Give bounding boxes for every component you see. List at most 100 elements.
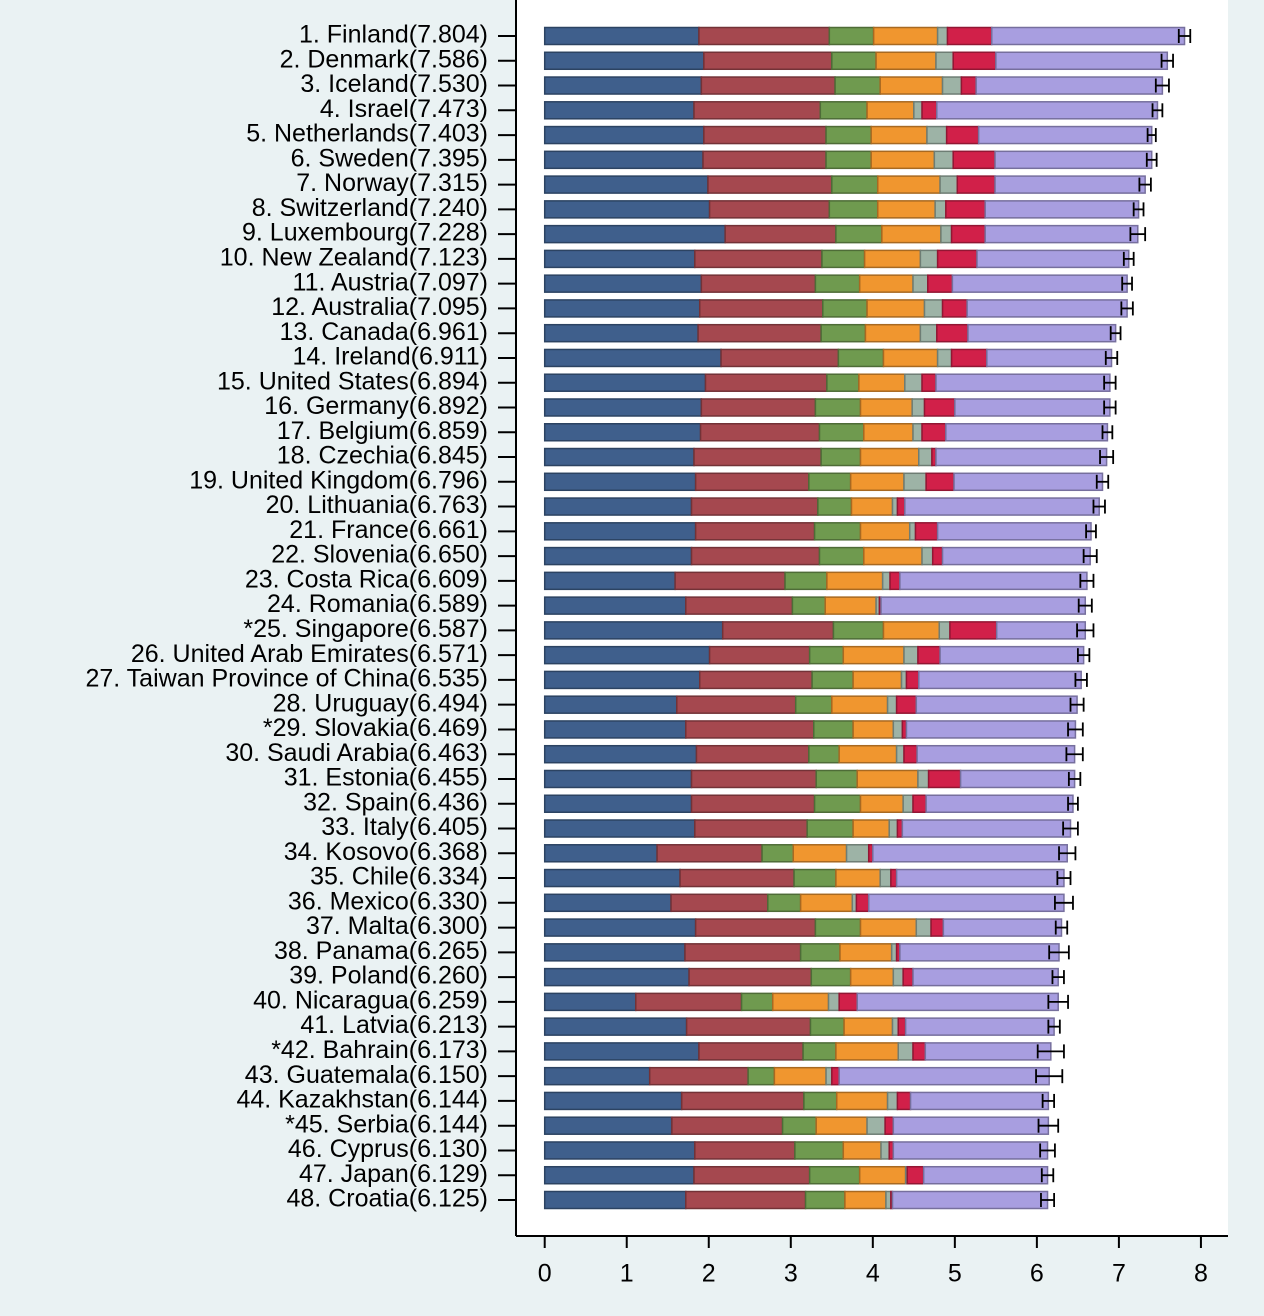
bar-segment	[543, 695, 678, 714]
bar-segment	[814, 398, 862, 417]
bar-segment	[842, 645, 905, 665]
y-tick-label: 26. United Arab Emirates(6.571)	[131, 640, 488, 668]
bar-segment	[936, 522, 1092, 541]
error-bar	[1035, 1069, 1064, 1084]
error-bar	[1099, 450, 1115, 465]
bar-segment	[915, 918, 932, 937]
bar-segment	[671, 1116, 784, 1135]
bar-segment	[703, 125, 827, 145]
bar-segment	[831, 51, 877, 71]
bar-segment	[808, 744, 840, 764]
bar-segment	[859, 794, 904, 813]
error-bar	[1121, 276, 1133, 291]
bar-segment	[808, 645, 845, 665]
error-bar	[1177, 29, 1192, 43]
error-bar	[1047, 1019, 1061, 1034]
bar-segment	[694, 472, 810, 492]
bar-segment	[799, 943, 841, 962]
y-tick-label: 34. Kosovo(6.368)	[284, 838, 488, 866]
y-tick-label: 8. Switzerland(7.240)	[252, 194, 488, 222]
error-bar	[1065, 747, 1084, 762]
y-tick-label: 48. Croatia(6.125)	[286, 1185, 488, 1213]
bar-segment	[881, 571, 891, 591]
bar-segment	[831, 695, 889, 714]
bar-segment	[986, 348, 1113, 368]
bar-segment	[922, 1165, 1049, 1185]
bar-segment	[886, 1091, 899, 1111]
bar-segment	[635, 992, 743, 1012]
bar-segment	[879, 868, 892, 888]
bar-segment	[881, 224, 942, 244]
bar-segment	[949, 621, 998, 640]
bar-segment	[919, 323, 938, 343]
bar-segment	[543, 967, 690, 987]
error-bar	[1103, 375, 1117, 390]
bar-segment	[933, 150, 954, 170]
y-tick-label: 37. Malta(6.300)	[306, 912, 488, 940]
bar-segment	[543, 76, 703, 95]
bar-segment	[720, 348, 840, 368]
bar-segment	[945, 200, 986, 219]
bar-segment	[891, 1190, 1049, 1210]
bar-segment	[693, 1165, 811, 1185]
bar-segment	[543, 621, 724, 640]
bar-segment	[685, 596, 794, 615]
bar-segment	[866, 101, 915, 120]
bar-segment	[912, 794, 927, 813]
bar-segment	[903, 472, 927, 492]
error-bar	[1132, 202, 1145, 217]
y-tick-label: 24. Romania(6.589)	[267, 590, 488, 618]
bar-segment	[913, 101, 923, 120]
bar-segment	[935, 373, 1111, 392]
bar-segment	[838, 744, 898, 764]
bar-segment	[543, 125, 705, 145]
error-bar	[1145, 152, 1158, 167]
error-bar	[1069, 697, 1085, 712]
error-bar	[1095, 474, 1110, 489]
bar-segment	[995, 621, 1087, 640]
y-tick-label: *45. Serbia(6.144)	[285, 1110, 488, 1138]
bar-segment	[813, 522, 862, 541]
bar-segment	[679, 868, 795, 888]
bar-segment	[543, 744, 698, 764]
bar-segment	[543, 497, 693, 516]
bar-segment	[814, 918, 862, 937]
bar-segment	[859, 447, 920, 467]
y-tick-label: 13. Canada(6.961)	[280, 318, 488, 346]
bar-segment	[834, 76, 881, 95]
bar-segment	[543, 26, 700, 46]
y-tick-label: 6. Sweden(7.395)	[291, 144, 488, 172]
bar-segment	[889, 571, 901, 591]
bar-segment	[543, 200, 711, 219]
bar-segment	[543, 249, 696, 269]
y-tick-label: 16. Germany(6.892)	[264, 392, 488, 420]
bar-segment	[819, 101, 868, 120]
bar-segment	[543, 571, 676, 591]
bar-segment	[864, 323, 922, 343]
bar-segment	[543, 373, 707, 392]
bar-segment	[966, 299, 1128, 318]
bar-segment	[844, 1190, 887, 1210]
bar-segment	[911, 398, 926, 417]
y-tick-label: 9. Luxembourg(7.228)	[242, 219, 488, 247]
bar-segment	[843, 1017, 894, 1036]
y-tick-label: 36. Mexico(6.330)	[288, 887, 488, 915]
bar-segment	[859, 522, 911, 541]
bar-segment	[908, 522, 917, 541]
x-tick-label: 0	[538, 1260, 552, 1288]
bar-segment	[901, 819, 1072, 838]
error-bar	[1037, 1118, 1060, 1133]
bar-segment	[821, 249, 866, 269]
bar-segment	[773, 1066, 827, 1086]
bar-segment	[936, 348, 953, 368]
y-tick-label: 30. Saudi Arabia(6.463)	[225, 739, 488, 767]
error-bar	[1085, 524, 1097, 539]
bar-segment	[904, 1017, 1055, 1036]
bar-segment	[543, 1116, 673, 1135]
bar-segment	[543, 472, 697, 492]
error-bar	[1056, 871, 1072, 886]
bar-segment	[917, 769, 930, 789]
bar-segment	[690, 546, 821, 566]
bar-segment	[899, 571, 1088, 591]
